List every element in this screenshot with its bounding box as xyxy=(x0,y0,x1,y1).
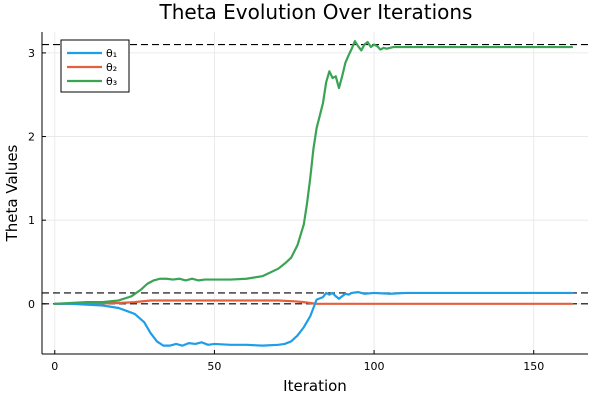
legend-label: θ₁ xyxy=(106,47,117,60)
y-tick-label: 2 xyxy=(28,131,35,144)
x-ticks: 0 50 100 150 xyxy=(51,350,544,373)
y-tick-label: 0 xyxy=(28,298,35,311)
x-tick-label: 0 xyxy=(51,360,58,373)
series-lines xyxy=(53,40,574,347)
legend-label: θ₃ xyxy=(106,75,117,88)
x-tick-label: 150 xyxy=(523,360,544,373)
series-line-theta-3 xyxy=(53,40,574,305)
y-tick-label: 1 xyxy=(28,214,35,227)
legend-label: θ₂ xyxy=(106,61,117,74)
y-tick-label: 3 xyxy=(28,47,35,60)
y-axis-title: Theta Values xyxy=(3,144,21,242)
x-axis-title: Iteration xyxy=(283,377,347,395)
series-line-theta-1 xyxy=(53,291,574,347)
y-ticks: 0 1 2 3 xyxy=(28,47,46,311)
x-tick-label: 50 xyxy=(207,360,221,373)
grid xyxy=(42,32,588,354)
series-line-theta-2 xyxy=(53,299,574,305)
plot-area xyxy=(42,32,588,354)
chart-title: Theta Evolution Over Iterations xyxy=(159,0,473,24)
axes xyxy=(41,32,588,355)
x-tick-label: 100 xyxy=(364,360,385,373)
